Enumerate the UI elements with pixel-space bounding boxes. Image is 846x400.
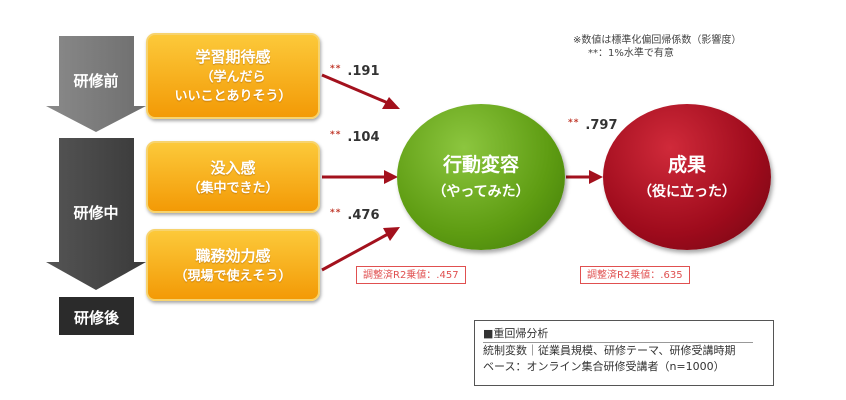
coef-behavior-outcome: ** .797 [568, 118, 618, 133]
analysis-legend: ■重回帰分析 統制変数｜従業員規模、研修テーマ、研修受講時期 ベース：オンライン… [474, 320, 774, 386]
coef-efficacy: ** .476 [330, 208, 380, 223]
outcome-circle: 成果 （役に立った） [603, 104, 771, 250]
note-coefficient: ※数値は標準化偏回帰係数（影響度） [573, 35, 742, 46]
legend-title: ■重回帰分析 [483, 326, 753, 343]
coef-immersion: ** .104 [330, 130, 380, 145]
factor-sub: （集中できた） [187, 180, 279, 196]
behavior-r2-label: 調整済R2乗値：.457 [356, 266, 466, 284]
behavior-title: 行動変容 [442, 154, 519, 176]
outcome-r2-label: 調整済R2乗値：.635 [580, 266, 690, 284]
stage-after-box [59, 297, 134, 335]
legend-controls: 統制変数｜従業員規模、研修テーマ、研修受講時期 [483, 344, 736, 357]
outcome-sub: （役に立った） [638, 184, 736, 200]
outcome-title: 成果 [667, 154, 706, 176]
factor-title: 学習期待感 [195, 48, 271, 66]
stage-during-arrow [46, 138, 146, 290]
factor-immersion: 没入感 （集中できた） [146, 141, 320, 213]
note-significance: **：1%水準で有意 [588, 48, 674, 59]
factor-title: 没入感 [210, 158, 256, 177]
coef-learning: ** .191 [330, 64, 380, 79]
behavior-sub: （やってみた） [432, 184, 530, 200]
factor-sub: （学んだら [200, 70, 266, 85]
factor-learning-expectation: 学習期待感 （学んだら いいことありそう） [146, 33, 320, 119]
factor-sub: （現場で使えそう） [174, 268, 292, 284]
behavior-circle: 行動変容 （やってみた） [397, 104, 565, 250]
factor-job-efficacy: 職務効力感 （現場で使えそう） [146, 229, 320, 301]
factor-sub: いいことありそう） [174, 89, 292, 104]
path-arrows [321, 73, 603, 272]
factor-title: 職務効力感 [195, 246, 271, 265]
stage-before-arrow [46, 36, 146, 132]
legend-base: ベース：オンライン集合研修受講者（n=1000） [483, 360, 725, 373]
